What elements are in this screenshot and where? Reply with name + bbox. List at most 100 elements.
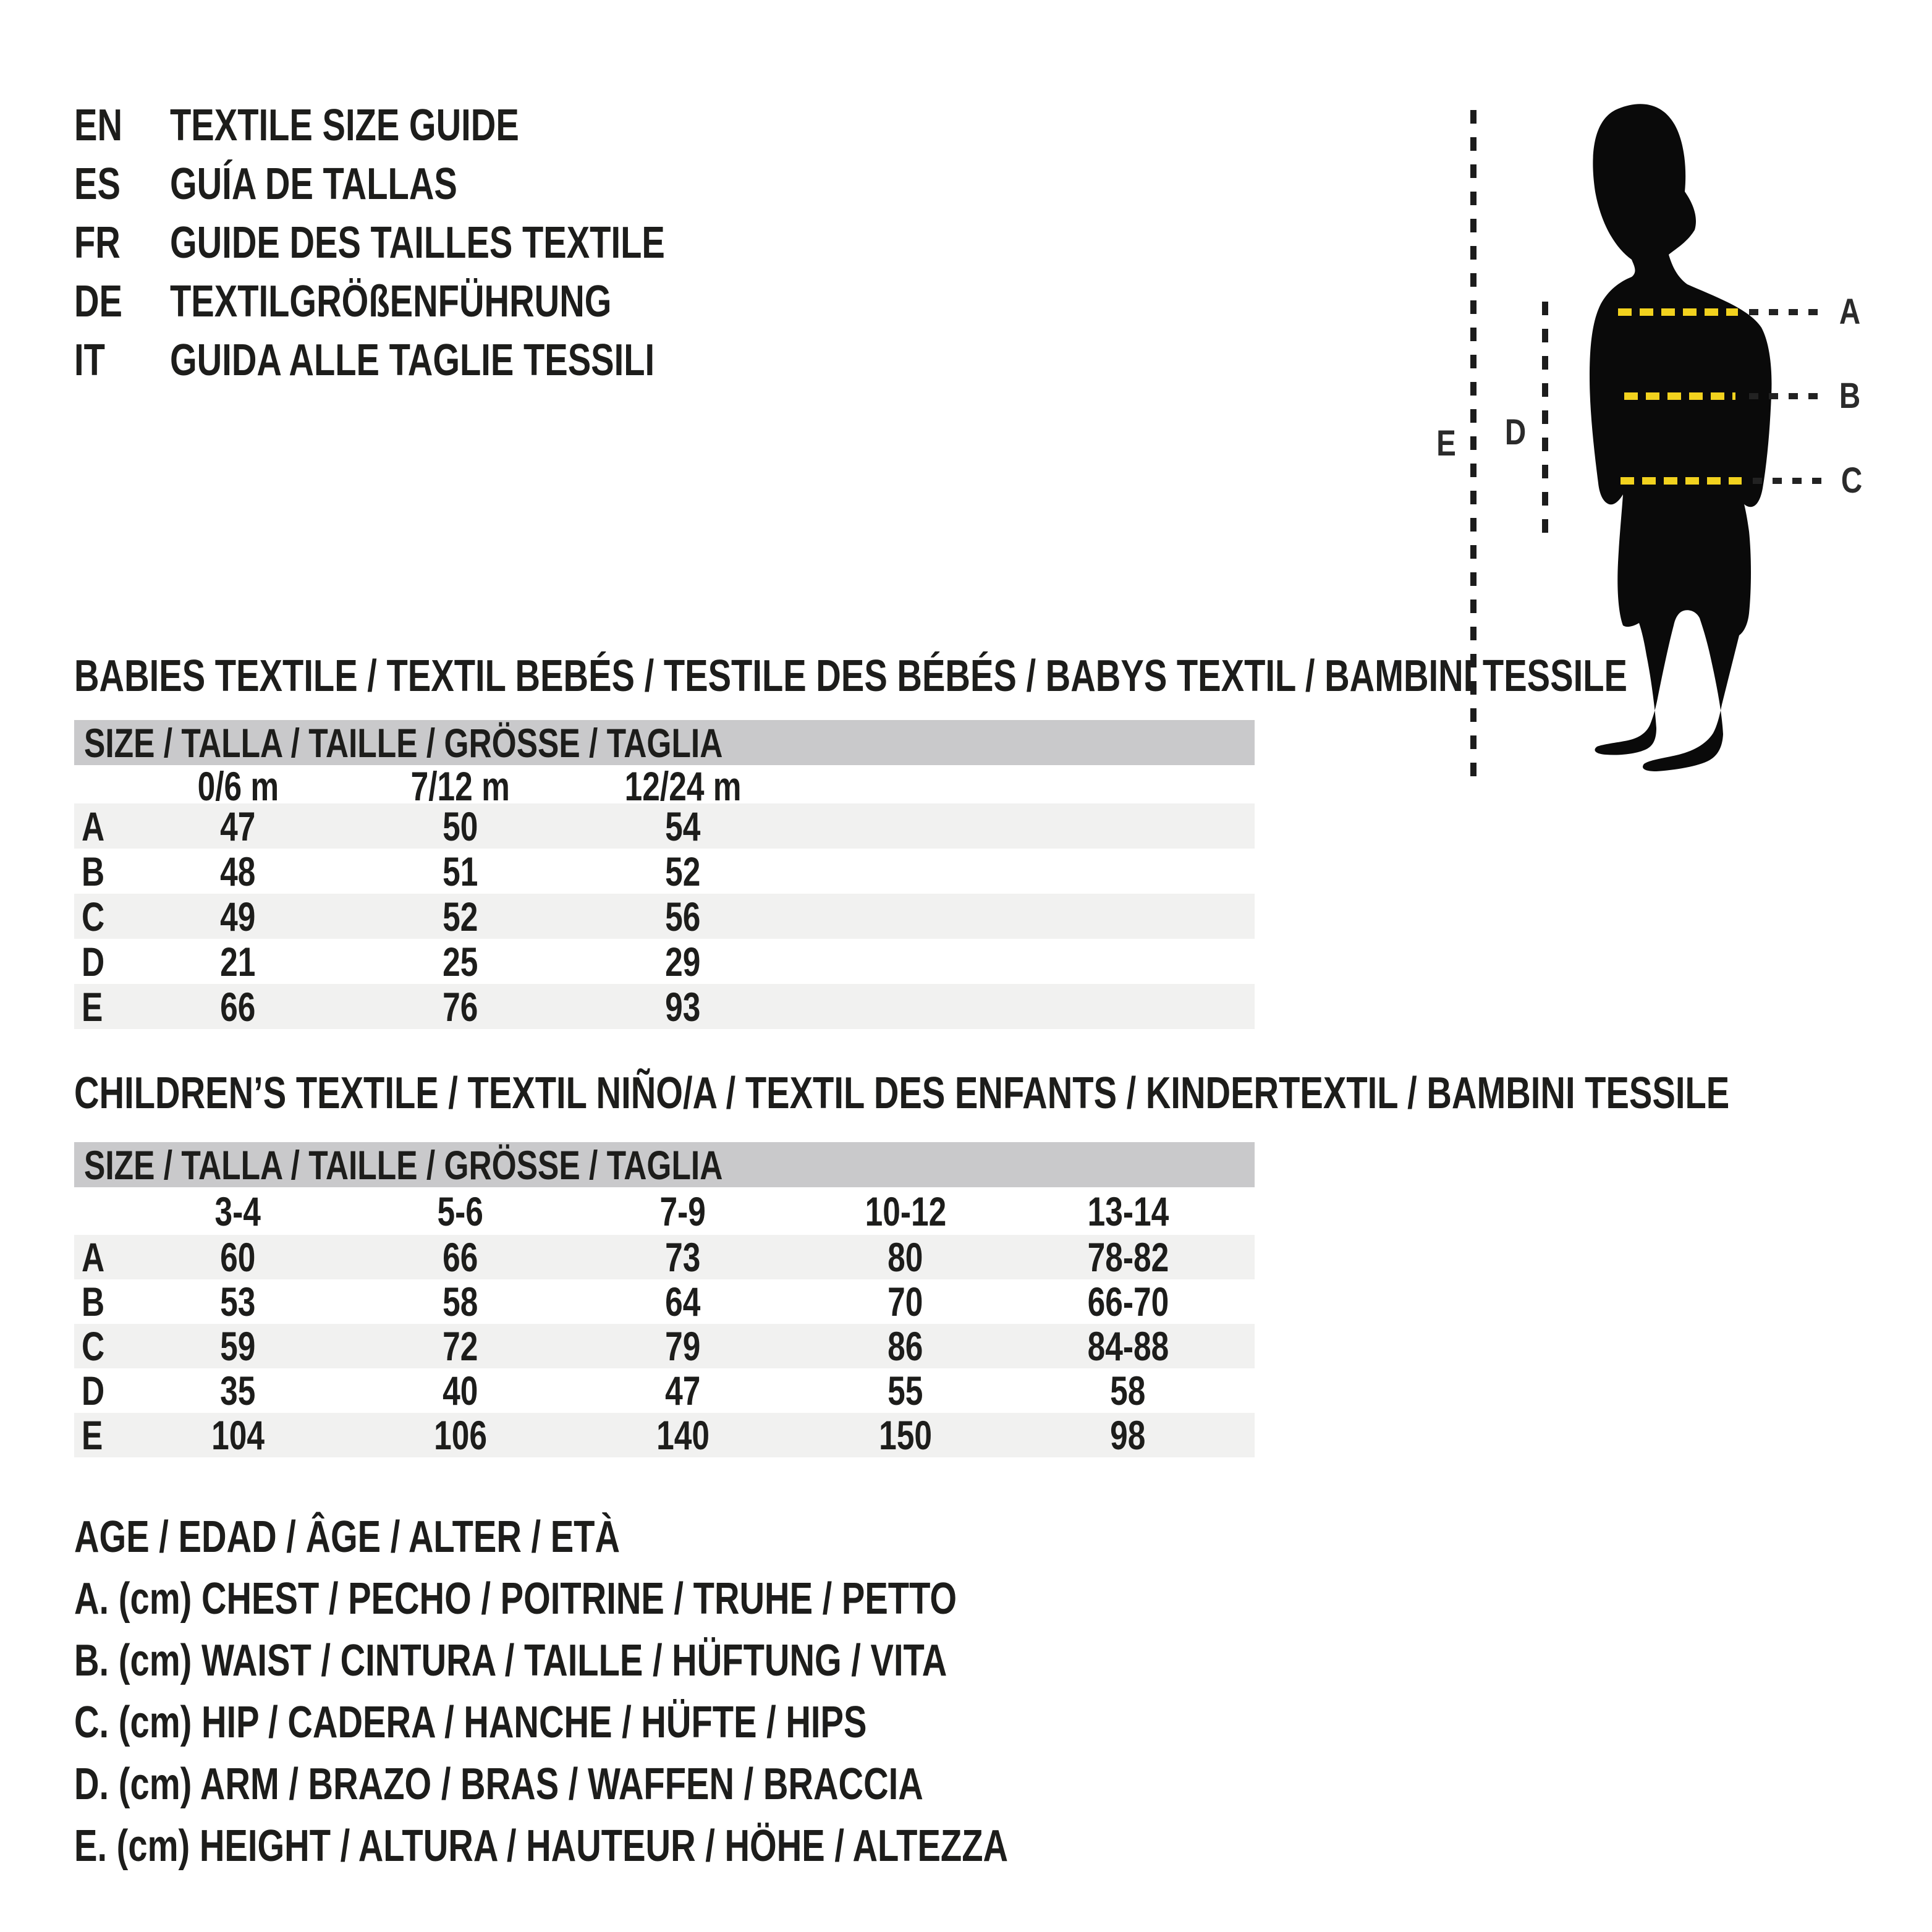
figure-label-a: A [1839, 292, 1861, 332]
table-cell: 93 [665, 983, 701, 1030]
language-title-es: GUÍA DE TALLAS [170, 159, 457, 209]
figure-label-d: D [1504, 412, 1527, 452]
figure-label-e: E [1436, 423, 1456, 464]
table-cell: 56 [665, 893, 701, 939]
row-label: E [82, 1412, 103, 1458]
legend-height-text: E. (cm) HEIGHT / ALTURA / HAUTEUR / HÖHE… [74, 1821, 1009, 1871]
children-table-row-b: B 53 58 64 70 66-70 [74, 1279, 1255, 1324]
language-code-fr: FR [74, 218, 121, 268]
row-label: D [82, 938, 105, 985]
children-size-header-text: SIZE / TALLA / TAILLE / GRÖSSE / TAGLIA [84, 1142, 723, 1188]
table-cell: 47 [665, 1368, 701, 1413]
babies-section-heading: BABIES TEXTILE / TEXTIL BEBÉS / TESTILE … [74, 653, 1932, 699]
children-section-heading: CHILDREN’S TEXTILE / TEXTIL NIÑO/A / TEX… [74, 1070, 1932, 1116]
children-column-header: 3-4 [214, 1188, 261, 1234]
figure-label-c: C [1841, 460, 1863, 501]
row-label: A [82, 803, 105, 849]
table-cell: 58 [443, 1279, 478, 1324]
babies-table-row-b: B 48 51 52 [74, 849, 1255, 894]
table-cell: 58 [1110, 1368, 1146, 1413]
table-cell: 66 [443, 1234, 478, 1280]
legend-line-hip: C. (cm) HIP / CADERA / HANCHE / HÜFTE / … [74, 1700, 1090, 1745]
babies-table-row-e: E 66 76 93 [74, 984, 1255, 1029]
babies-size-header-bar: SIZE / TALLA / TAILLE / GRÖSSE / TAGLIA [74, 720, 1255, 765]
legend-line-height: E. (cm) HEIGHT / ALTURA / HAUTEUR / HÖHE… [74, 1823, 1271, 1869]
table-cell: 29 [665, 938, 701, 985]
babies-table-row-a: A 47 50 54 [74, 803, 1255, 849]
language-code-es: ES [74, 159, 121, 209]
children-size-table: SIZE / TALLA / TAILLE / GRÖSSE / TAGLIA … [74, 1142, 1255, 1457]
babies-size-table: SIZE / TALLA / TAILLE / GRÖSSE / TAGLIA … [74, 720, 1255, 1029]
table-cell: 35 [220, 1368, 256, 1413]
table-cell: 25 [443, 938, 478, 985]
legend-arm-text: D. (cm) ARM / BRAZO / BRAS / WAFFEN / BR… [74, 1760, 923, 1809]
babies-table-row-c: C 49 52 56 [74, 894, 1255, 939]
language-code-it: IT [74, 336, 105, 385]
table-cell: 50 [443, 803, 478, 849]
table-cell: 73 [665, 1234, 701, 1280]
babies-heading-text: BABIES TEXTILE / TEXTIL BEBÉS / TESTILE … [74, 651, 1627, 701]
language-title-it: GUIDA ALLE TAGLIE TESSILI [170, 336, 655, 385]
table-cell: 66 [220, 983, 256, 1030]
row-label: A [82, 1234, 105, 1280]
table-cell: 40 [443, 1368, 478, 1413]
table-cell: 59 [220, 1323, 256, 1369]
row-label: B [82, 848, 105, 894]
child-silhouette [1590, 104, 1772, 771]
row-label: C [82, 1323, 105, 1369]
children-size-header-bar: SIZE / TALLA / TAILLE / GRÖSSE / TAGLIA [74, 1142, 1255, 1187]
table-cell: 66-70 [1087, 1279, 1169, 1324]
table-cell: 106 [434, 1412, 487, 1458]
table-cell: 21 [220, 938, 256, 985]
language-code-en: EN [74, 101, 123, 150]
table-cell: 70 [888, 1279, 923, 1324]
language-row-fr: FR GUIDE DES TAILLES TEXTILE [0, 220, 1360, 279]
row-label: E [82, 983, 103, 1030]
language-title-fr: GUIDE DES TAILLES TEXTILE [170, 218, 665, 268]
children-column-header: 5-6 [437, 1188, 484, 1234]
legend-age-text: AGE / EDAD / ÂGE / ALTER / ETÀ [74, 1512, 621, 1562]
babies-size-header-text: SIZE / TALLA / TAILLE / GRÖSSE / TAGLIA [84, 719, 723, 766]
legend-line-waist: B. (cm) WAIST / CINTURA / TAILLE / HÜFTU… [74, 1638, 1193, 1684]
language-row-en: EN TEXTILE SIZE GUIDE [0, 103, 1360, 161]
table-cell: 52 [665, 848, 701, 894]
language-code-de: DE [74, 277, 123, 326]
babies-column-header-row: 0/6 m 7/12 m 12/24 m [74, 765, 1255, 807]
legend-line-age: AGE / EDAD / ÂGE / ALTER / ETÀ [74, 1514, 774, 1560]
table-cell: 150 [879, 1412, 932, 1458]
children-column-header: 13-14 [1087, 1188, 1169, 1234]
table-cell: 60 [220, 1234, 256, 1280]
language-row-it: IT GUIDA ALLE TAGLIE TESSILI [0, 337, 1360, 396]
table-cell: 78-82 [1087, 1234, 1169, 1280]
table-cell: 55 [888, 1368, 923, 1413]
children-table-row-a: A 60 66 73 80 78-82 [74, 1235, 1255, 1279]
table-cell: 98 [1110, 1412, 1146, 1458]
table-cell: 80 [888, 1234, 923, 1280]
legend-waist-text: B. (cm) WAIST / CINTURA / TAILLE / HÜFTU… [74, 1636, 947, 1685]
legend-chest-text: A. (cm) CHEST / PECHO / POITRINE / TRUHE… [74, 1574, 957, 1624]
babies-column-header: 7/12 m [410, 763, 511, 809]
legend-line-arm: D. (cm) ARM / BRAZO / BRAS / WAFFEN / BR… [74, 1761, 1163, 1807]
children-column-header: 10-12 [865, 1188, 946, 1234]
table-cell: 104 [211, 1412, 265, 1458]
babies-table-row-d: D 21 25 29 [74, 939, 1255, 984]
children-heading-text: CHILDREN’S TEXTILE / TEXTIL NIÑO/A / TEX… [74, 1069, 1730, 1118]
figure-label-b: B [1839, 376, 1861, 416]
language-row-es: ES GUÍA DE TALLAS [0, 161, 1360, 220]
table-cell: 86 [888, 1323, 923, 1369]
table-cell: 47 [220, 803, 256, 849]
legend-hip-text: C. (cm) HIP / CADERA / HANCHE / HÜFTE / … [74, 1698, 867, 1747]
table-cell: 79 [665, 1323, 701, 1369]
table-cell: 140 [656, 1412, 710, 1458]
table-cell: 51 [443, 848, 478, 894]
table-cell: 52 [443, 893, 478, 939]
children-table-row-e: E 104 106 140 150 98 [74, 1413, 1255, 1457]
legend-line-chest: A. (cm) CHEST / PECHO / POITRINE / TRUHE… [74, 1576, 1206, 1622]
babies-column-header: 12/24 m [624, 763, 742, 809]
table-cell: 64 [665, 1279, 701, 1324]
table-cell: 76 [443, 983, 478, 1030]
table-cell: 54 [665, 803, 701, 849]
table-cell: 84-88 [1087, 1323, 1169, 1369]
children-column-header: 7-9 [659, 1188, 706, 1234]
